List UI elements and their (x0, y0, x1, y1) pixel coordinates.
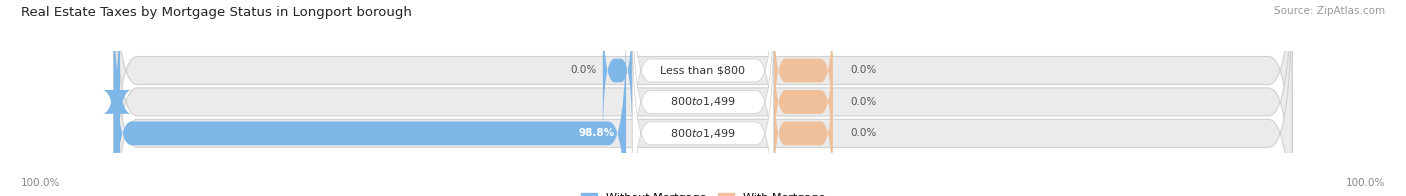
Text: Less than $800: Less than $800 (661, 65, 745, 75)
FancyBboxPatch shape (773, 0, 832, 143)
FancyBboxPatch shape (114, 0, 1292, 196)
Text: 0.0%: 0.0% (851, 65, 876, 75)
FancyBboxPatch shape (633, 0, 773, 196)
Text: 1.2%: 1.2% (79, 97, 108, 107)
FancyBboxPatch shape (603, 0, 633, 143)
Text: 98.8%: 98.8% (578, 128, 614, 138)
Text: 0.0%: 0.0% (851, 97, 876, 107)
FancyBboxPatch shape (114, 18, 626, 196)
Text: $800 to $1,499: $800 to $1,499 (671, 95, 735, 108)
FancyBboxPatch shape (114, 0, 1292, 196)
FancyBboxPatch shape (773, 60, 832, 196)
FancyBboxPatch shape (633, 17, 773, 196)
FancyBboxPatch shape (773, 29, 832, 175)
Text: 0.0%: 0.0% (571, 65, 598, 75)
FancyBboxPatch shape (633, 0, 773, 186)
Text: 100.0%: 100.0% (21, 178, 60, 188)
Text: $800 to $1,499: $800 to $1,499 (671, 127, 735, 140)
Text: Real Estate Taxes by Mortgage Status in Longport borough: Real Estate Taxes by Mortgage Status in … (21, 6, 412, 19)
FancyBboxPatch shape (114, 0, 1292, 196)
Text: Source: ZipAtlas.com: Source: ZipAtlas.com (1274, 6, 1385, 16)
Text: 0.0%: 0.0% (851, 128, 876, 138)
Text: 100.0%: 100.0% (1346, 178, 1385, 188)
Legend: Without Mortgage, With Mortgage: Without Mortgage, With Mortgage (581, 193, 825, 196)
FancyBboxPatch shape (103, 0, 132, 196)
